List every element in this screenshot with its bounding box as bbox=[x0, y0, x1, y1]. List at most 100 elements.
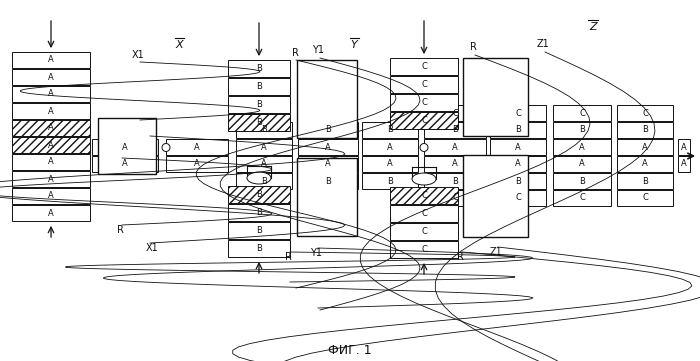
Text: A: A bbox=[261, 143, 267, 152]
Bar bbox=[228, 78, 290, 95]
Text: A: A bbox=[48, 90, 54, 99]
Bar bbox=[678, 139, 690, 155]
Text: R: R bbox=[456, 252, 463, 262]
Bar bbox=[362, 156, 418, 172]
Text: A: A bbox=[579, 160, 585, 169]
Text: B: B bbox=[256, 226, 262, 235]
Bar bbox=[236, 156, 292, 172]
Text: Z: Z bbox=[589, 22, 597, 32]
Bar bbox=[463, 58, 528, 136]
Bar bbox=[12, 137, 90, 153]
Text: C: C bbox=[452, 109, 458, 117]
Ellipse shape bbox=[247, 172, 271, 184]
Text: A: A bbox=[642, 160, 648, 169]
Text: B: B bbox=[452, 177, 458, 186]
Text: Y1: Y1 bbox=[310, 248, 322, 258]
Text: Y1: Y1 bbox=[312, 45, 324, 55]
Bar bbox=[617, 190, 673, 206]
Text: Z1: Z1 bbox=[537, 39, 550, 49]
Text: B: B bbox=[256, 208, 262, 217]
Text: R: R bbox=[470, 42, 477, 52]
Bar bbox=[362, 139, 418, 155]
Bar bbox=[98, 118, 156, 174]
Text: A: A bbox=[194, 143, 200, 152]
Text: A: A bbox=[325, 143, 331, 152]
Text: B: B bbox=[261, 126, 267, 135]
Bar bbox=[553, 122, 611, 138]
Text: B: B bbox=[256, 244, 262, 253]
Text: C: C bbox=[421, 191, 427, 200]
Bar bbox=[298, 173, 358, 189]
Bar bbox=[617, 122, 673, 138]
Bar bbox=[236, 139, 292, 155]
Text: B: B bbox=[387, 177, 393, 186]
Text: Y: Y bbox=[351, 40, 358, 50]
Ellipse shape bbox=[412, 173, 436, 185]
Bar bbox=[12, 120, 90, 136]
Bar bbox=[553, 156, 611, 172]
Bar bbox=[617, 139, 673, 155]
Bar bbox=[390, 187, 458, 204]
Bar bbox=[297, 60, 357, 138]
Text: C: C bbox=[452, 193, 458, 203]
Text: B: B bbox=[256, 118, 262, 127]
Text: C: C bbox=[642, 193, 648, 203]
Bar bbox=[390, 241, 458, 258]
Text: B: B bbox=[579, 177, 585, 186]
Bar bbox=[424, 190, 486, 206]
Bar bbox=[228, 96, 290, 113]
Bar bbox=[424, 105, 486, 121]
Text: C: C bbox=[421, 116, 427, 125]
Text: C: C bbox=[421, 62, 427, 71]
Text: R: R bbox=[117, 225, 123, 235]
Bar bbox=[228, 186, 290, 203]
Bar bbox=[553, 173, 611, 189]
Bar bbox=[236, 173, 292, 189]
Bar bbox=[617, 156, 673, 172]
Bar bbox=[92, 156, 158, 172]
Text: A: A bbox=[122, 160, 128, 169]
Bar bbox=[228, 114, 290, 131]
Bar bbox=[236, 122, 292, 138]
Bar bbox=[390, 76, 458, 93]
Bar bbox=[424, 139, 486, 155]
Text: A: A bbox=[515, 160, 521, 169]
Text: B: B bbox=[261, 177, 267, 186]
Text: X: X bbox=[175, 40, 183, 50]
Text: A: A bbox=[325, 160, 331, 169]
Bar bbox=[12, 154, 90, 170]
Text: A: A bbox=[48, 209, 54, 217]
Bar bbox=[362, 122, 418, 138]
Text: A: A bbox=[48, 123, 54, 132]
Bar bbox=[424, 173, 486, 189]
Text: A: A bbox=[48, 157, 54, 166]
Text: B: B bbox=[642, 126, 648, 135]
Text: C: C bbox=[579, 193, 585, 203]
Text: B: B bbox=[256, 190, 262, 199]
Text: A: A bbox=[452, 143, 458, 152]
Text: A: A bbox=[48, 191, 54, 200]
Text: B: B bbox=[325, 177, 331, 186]
Bar bbox=[298, 156, 358, 172]
Text: B: B bbox=[515, 177, 521, 186]
Bar bbox=[228, 240, 290, 257]
Text: A: A bbox=[642, 143, 648, 152]
Bar bbox=[463, 155, 528, 237]
Bar bbox=[166, 156, 228, 172]
Text: A: A bbox=[48, 140, 54, 149]
Text: B: B bbox=[452, 126, 458, 135]
Bar bbox=[678, 156, 690, 172]
Text: C: C bbox=[421, 227, 427, 236]
Bar bbox=[490, 105, 546, 121]
Text: B: B bbox=[579, 126, 585, 135]
Bar bbox=[12, 205, 90, 221]
Bar bbox=[297, 158, 357, 236]
Text: C: C bbox=[421, 245, 427, 254]
Text: A: A bbox=[452, 160, 458, 169]
Bar bbox=[298, 139, 358, 155]
Bar bbox=[228, 222, 290, 239]
Bar bbox=[298, 122, 358, 138]
Bar bbox=[490, 173, 546, 189]
Bar bbox=[490, 122, 546, 138]
Bar bbox=[12, 171, 90, 187]
